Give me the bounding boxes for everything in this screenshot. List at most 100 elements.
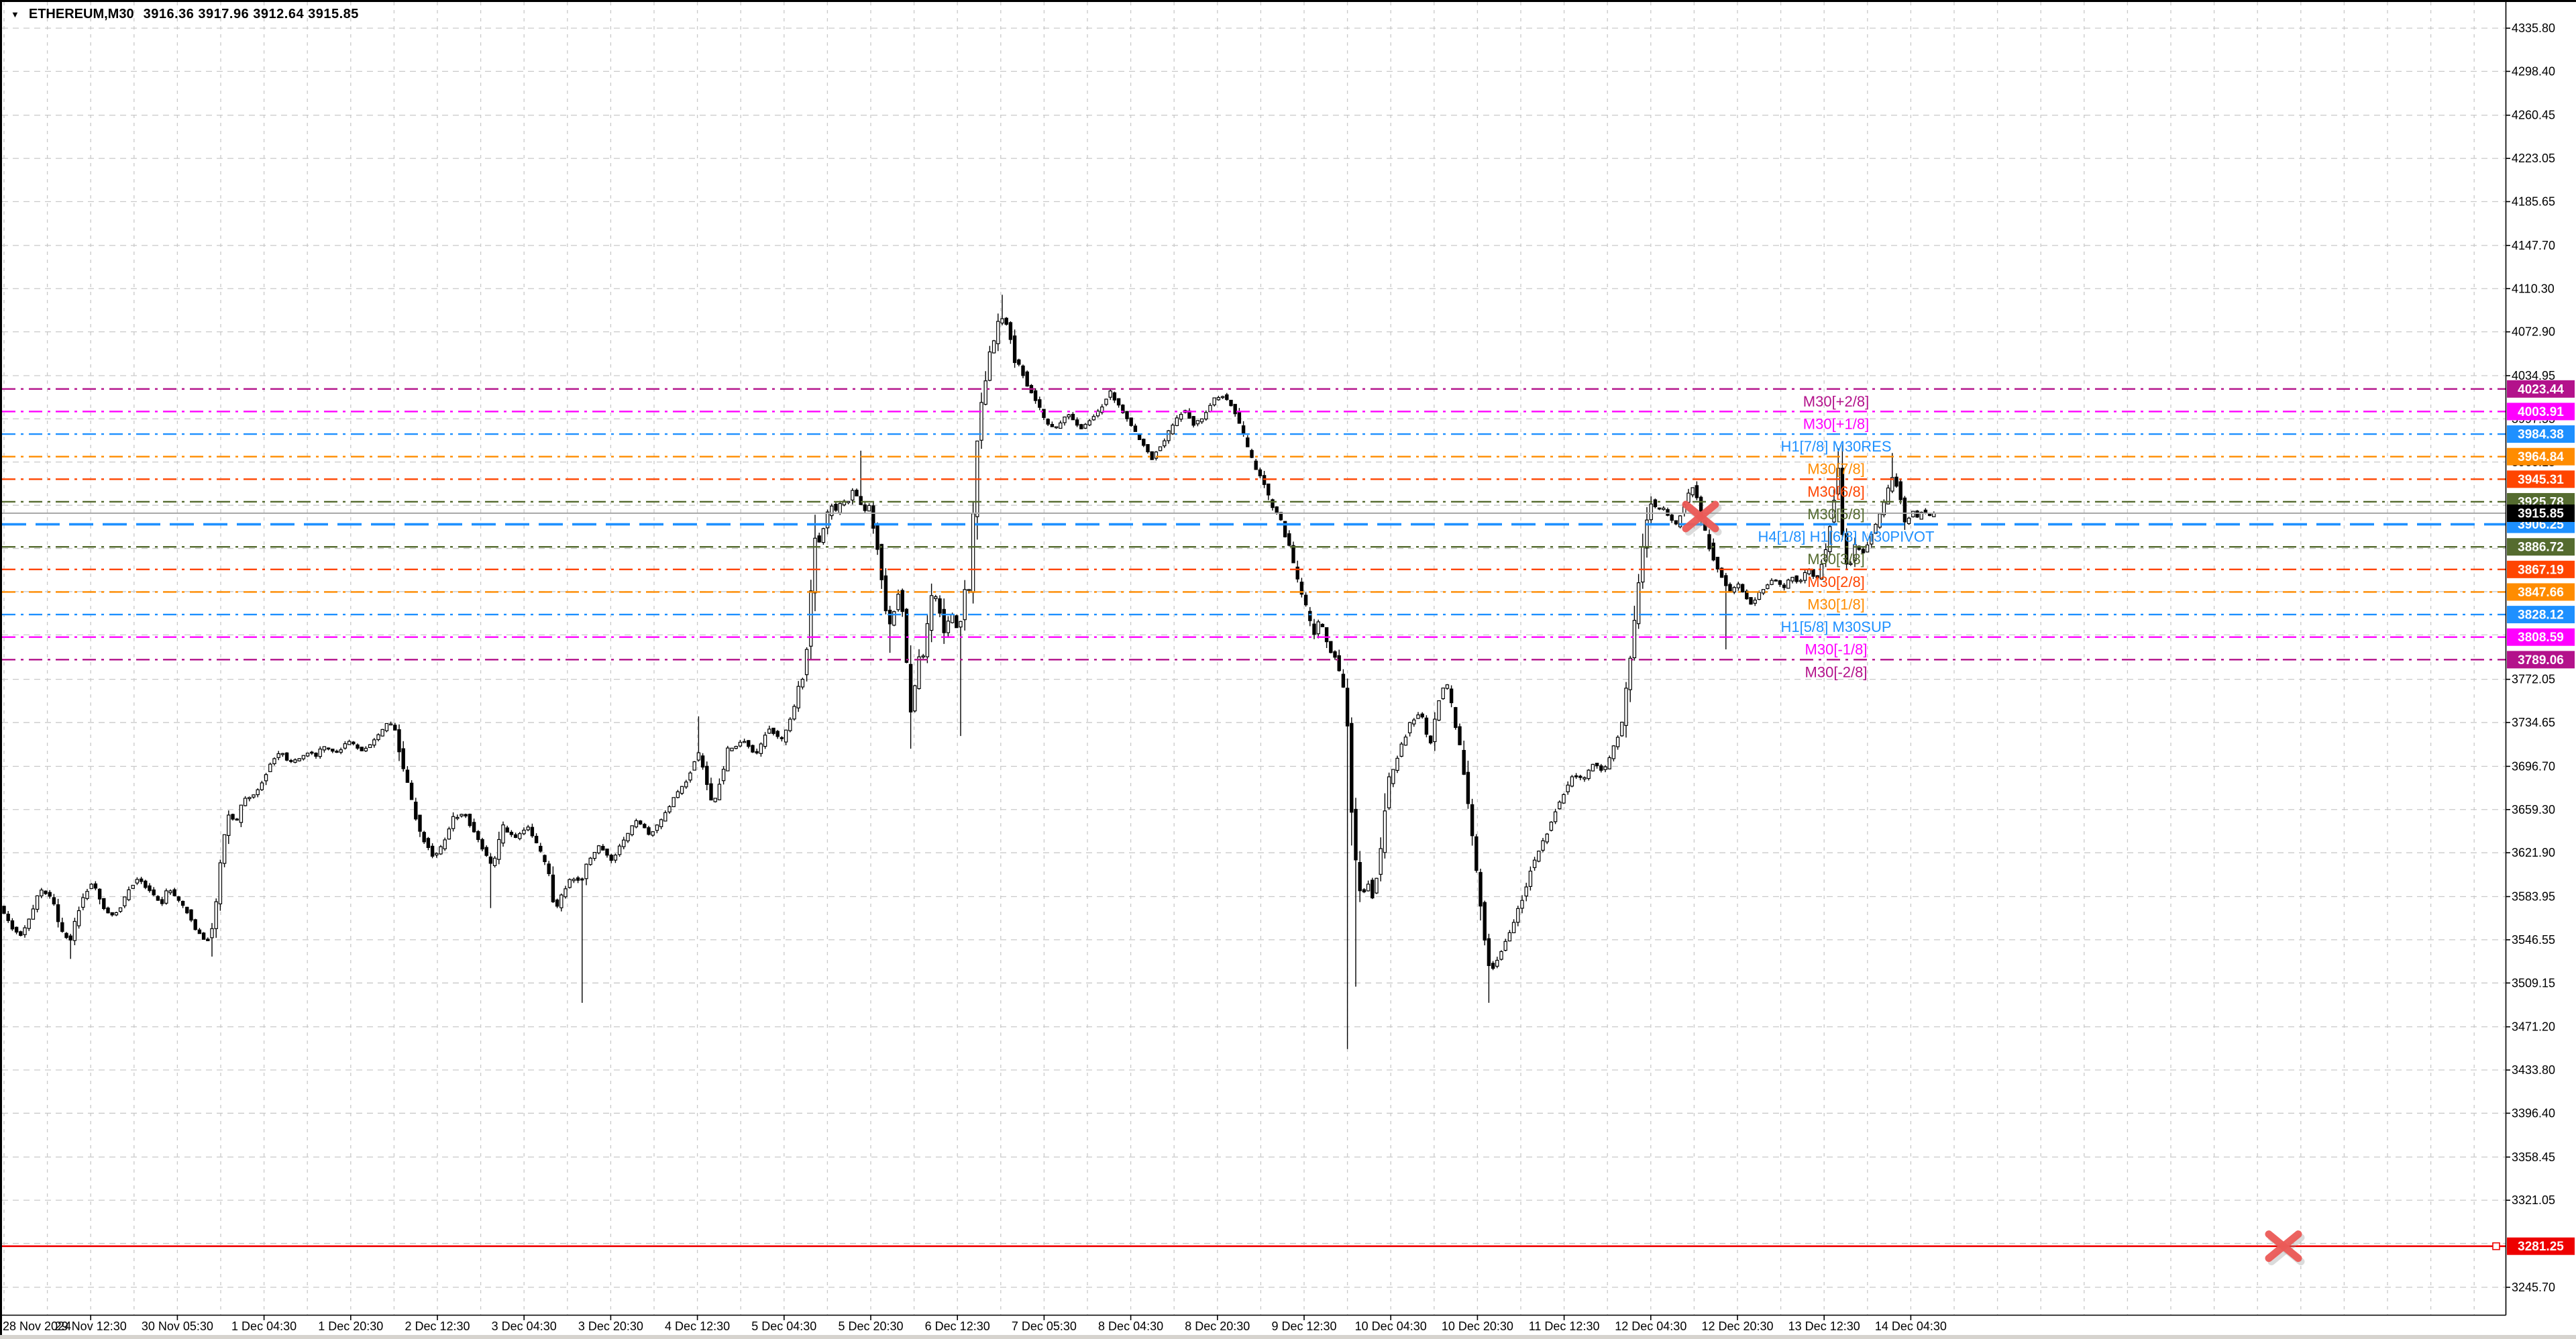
candle-body [1874, 523, 1878, 534]
candle-body [1308, 610, 1312, 621]
murrey-level-label[interactable]: H1[7/8] M30RES [1780, 438, 1891, 455]
candle-body [248, 797, 252, 800]
level-price-pill-bg[interactable] [2507, 560, 2575, 578]
candle-body [1524, 886, 1528, 897]
candle-body [1628, 657, 1632, 690]
candle-body [1371, 879, 1375, 899]
level-price-pill-text: 3984.38 [2518, 428, 2564, 442]
level-price-pill-bg[interactable] [2507, 583, 2575, 601]
level-price-pill-bg[interactable] [2507, 425, 2575, 443]
candle-body [284, 752, 289, 761]
candle-body [983, 380, 987, 405]
candle-body [921, 655, 925, 657]
candle-body [1046, 419, 1050, 425]
candle-body [1724, 575, 1728, 586]
red-line-price-pill-bg[interactable] [2507, 1237, 2575, 1255]
level-price-pill-bg[interactable] [2507, 380, 2575, 398]
candle-body [27, 918, 31, 929]
candle-body [1358, 862, 1362, 892]
current-price-pill-bg[interactable] [2507, 504, 2575, 523]
murrey-level-label[interactable]: M30[+1/8] [1803, 415, 1869, 432]
candle-body [1012, 335, 1017, 364]
collapse-chart-icon[interactable]: ▼ [11, 9, 19, 19]
price-axis-tick-label: 3321.05 [2512, 1193, 2555, 1207]
time-axis-label: 14 Dec 04:30 [1875, 1320, 1947, 1333]
candle-body [1799, 580, 1803, 582]
price-axis[interactable]: 3997.553960.153922.753885.353847.953810.… [2506, 21, 2575, 1294]
candle-body [1171, 425, 1175, 435]
level-price-pill-bg[interactable] [2507, 447, 2575, 466]
level-price-pill-bg[interactable] [2507, 470, 2575, 488]
candle-body [476, 831, 480, 841]
level-price-pill-bg[interactable] [2507, 651, 2575, 669]
candle-body [1087, 420, 1091, 426]
time-axis-label: 7 Dec 05:30 [1012, 1320, 1077, 1333]
level-price-pill-bg[interactable] [2507, 403, 2575, 421]
sell-signal-x-marker[interactable] [1682, 500, 1722, 536]
candle-body [197, 929, 202, 934]
candle-body [6, 914, 10, 921]
candle-body [1125, 411, 1129, 419]
candle-body [825, 511, 830, 529]
candle-body [1428, 735, 1433, 744]
candle-body [1437, 700, 1441, 721]
time-axis-label: 13 Dec 12:30 [1788, 1320, 1860, 1333]
candle-body [1129, 417, 1133, 426]
candle-body [1828, 526, 1832, 552]
candle-body [123, 896, 127, 906]
candle-body [1449, 688, 1454, 704]
price-axis-tick-label: 3583.95 [2512, 890, 2555, 904]
murrey-level-label[interactable]: M30[3/8] [1807, 551, 1865, 568]
candle-body [938, 598, 942, 614]
level-price-pill-bg[interactable] [2507, 538, 2575, 556]
murrey-level-label[interactable]: M30[2/8] [1807, 574, 1865, 590]
candle-body [455, 816, 460, 819]
candle-body [484, 847, 488, 856]
murrey-level-label[interactable]: M30[7/8] [1807, 461, 1865, 478]
price-axis-tick-label: 4147.70 [2512, 239, 2555, 252]
sell-signal-x-marker[interactable] [2265, 1230, 2305, 1266]
candle-body [1861, 549, 1866, 553]
candle-body [264, 774, 268, 782]
murrey-level-label[interactable]: M30[5/8] [1807, 506, 1865, 523]
candle-body [1686, 492, 1690, 503]
candle-body [979, 402, 983, 441]
candle-body [1666, 509, 1670, 516]
red-hline-handle[interactable] [2492, 1242, 2500, 1250]
murrey-level-label[interactable]: H4[1/8] H1[6/8] M30PIVOT [1758, 529, 1935, 545]
candle-body [1433, 718, 1437, 743]
candle-body [638, 820, 643, 824]
murrey-level-label[interactable]: M30[6/8] [1807, 483, 1865, 500]
level-price-pill-bg[interactable] [2507, 606, 2575, 624]
candle-body [838, 502, 842, 513]
level-price-pill-text: 3945.31 [2518, 473, 2564, 487]
candle-body [1133, 425, 1138, 432]
candle-body [118, 907, 123, 912]
candle-body [497, 839, 501, 860]
level-price-pill-bg[interactable] [2507, 628, 2575, 646]
level-price-pill-text: 3847.66 [2518, 586, 2564, 600]
candle-body [1911, 511, 1915, 518]
candle-body [1100, 407, 1104, 413]
candle-body [1790, 576, 1794, 582]
murrey-level-label[interactable]: M30[-2/8] [1805, 663, 1868, 680]
time-axis-label: 6 Dec 12:30 [925, 1320, 990, 1333]
candle-body [10, 920, 15, 930]
murrey-level-label[interactable]: M30[1/8] [1807, 596, 1865, 612]
murrey-level-label[interactable]: H1[5/8] M30SUP [1780, 619, 1891, 635]
candle-body [559, 894, 564, 908]
candle-body [318, 748, 322, 757]
candle-body [1246, 437, 1250, 447]
candle-body [439, 846, 443, 855]
candle-body [1299, 582, 1304, 595]
murrey-level-label[interactable]: M30[-1/8] [1805, 641, 1868, 658]
candle-body [426, 838, 431, 848]
candle-body [622, 839, 626, 847]
murrey-level-label[interactable]: M30[+2/8] [1803, 393, 1869, 410]
candle-body [1116, 398, 1121, 406]
candle-body [934, 596, 938, 599]
candle-body [1898, 481, 1902, 500]
candle-body [14, 926, 19, 933]
